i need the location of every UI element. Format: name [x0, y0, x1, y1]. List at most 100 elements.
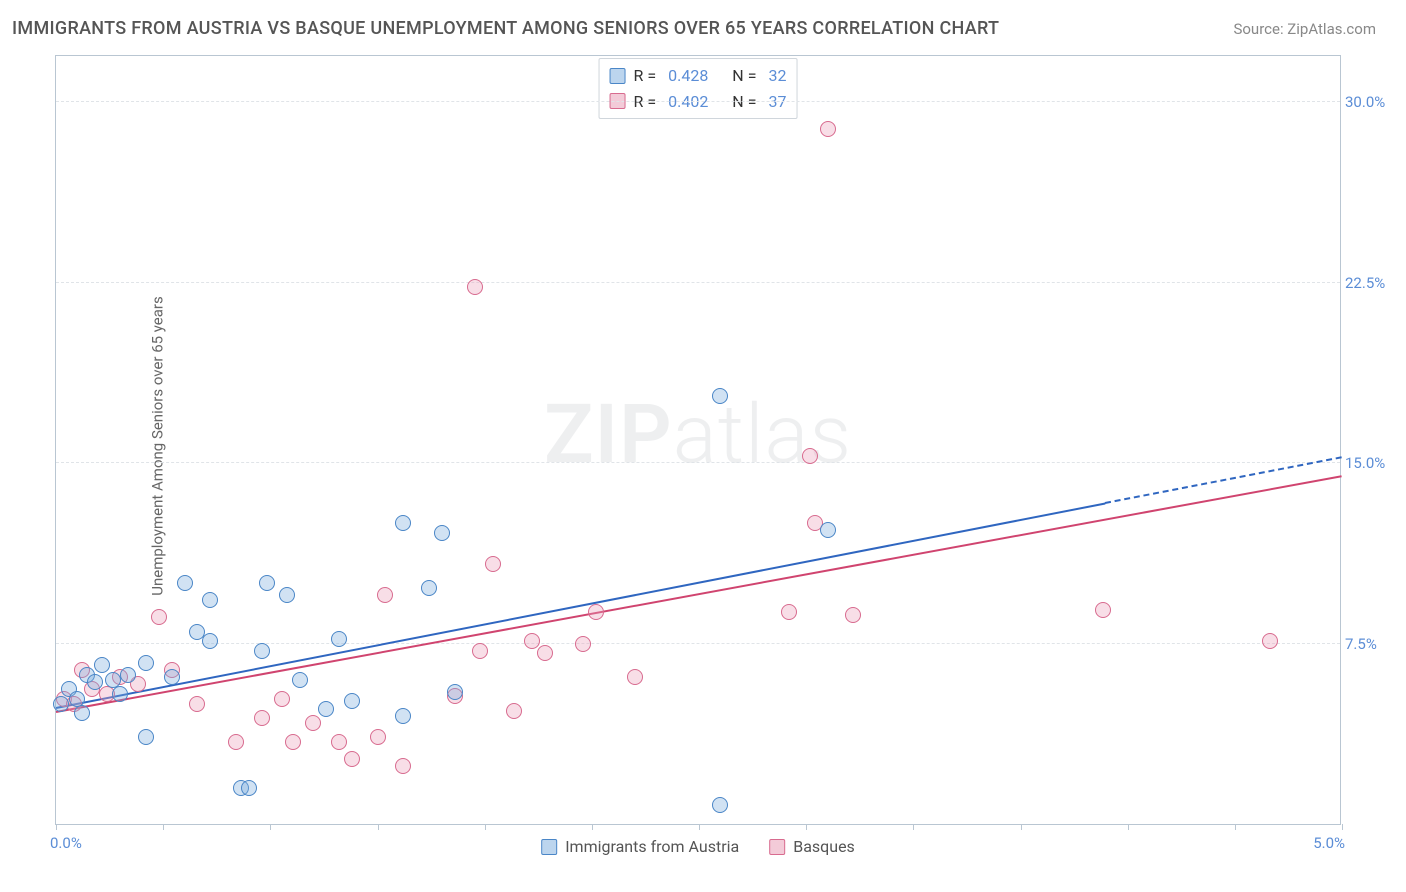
data-point-basques — [467, 279, 483, 295]
data-point-austria — [331, 631, 347, 647]
n-label: N = — [732, 63, 756, 89]
x-tick — [1128, 824, 1129, 830]
data-point-austria — [87, 674, 103, 690]
watermark: ZIPatlas — [544, 387, 852, 483]
data-point-basques — [254, 710, 270, 726]
plot-area: ZIPatlas R = 0.428 N = 32 R = 0.402 N = … — [55, 55, 1341, 825]
swatch-austria-icon — [610, 68, 626, 84]
data-point-austria — [202, 592, 218, 608]
data-point-basques — [472, 643, 488, 659]
trendline — [56, 476, 1342, 714]
data-point-basques — [820, 121, 836, 137]
data-point-austria — [820, 522, 836, 538]
series-label-basques: Basques — [793, 837, 855, 856]
x-tick — [806, 824, 807, 830]
data-point-basques — [344, 751, 360, 767]
swatch-austria-icon — [541, 839, 557, 855]
data-point-basques — [627, 669, 643, 685]
data-point-austria — [447, 684, 463, 700]
watermark-bold: ZIP — [544, 387, 673, 483]
chart-title: IMMIGRANTS FROM AUSTRIA VS BASQUE UNEMPL… — [12, 18, 999, 39]
x-tick — [270, 824, 271, 830]
r-label: R = — [634, 63, 657, 89]
data-point-basques — [228, 734, 244, 750]
data-point-basques — [506, 703, 522, 719]
data-point-austria — [259, 575, 275, 591]
y-tick-label: 22.5% — [1345, 274, 1400, 292]
data-point-basques — [395, 758, 411, 774]
legend-item-basques: Basques — [769, 837, 855, 856]
x-tick — [699, 824, 700, 830]
data-point-austria — [434, 525, 450, 541]
data-point-austria — [74, 705, 90, 721]
data-point-basques — [575, 636, 591, 652]
x-tick — [913, 824, 914, 830]
legend-row-austria: R = 0.428 N = 32 — [610, 63, 787, 89]
r-value-austria: 0.428 — [668, 63, 708, 89]
data-point-basques — [588, 604, 604, 620]
x-tick — [485, 824, 486, 830]
data-point-basques — [370, 729, 386, 745]
data-point-austria — [53, 696, 69, 712]
data-point-austria — [344, 693, 360, 709]
data-point-austria — [318, 701, 334, 717]
data-point-basques — [845, 607, 861, 623]
data-point-basques — [524, 633, 540, 649]
data-point-austria — [395, 515, 411, 531]
x-tick — [56, 824, 57, 830]
x-tick — [163, 824, 164, 830]
data-point-basques — [1095, 602, 1111, 618]
data-point-basques — [537, 645, 553, 661]
x-origin-label: 0.0% — [50, 834, 82, 852]
data-point-austria — [292, 672, 308, 688]
gridline — [56, 101, 1340, 102]
series-label-austria: Immigrants from Austria — [565, 837, 739, 856]
data-point-basques — [189, 696, 205, 712]
legend-item-austria: Immigrants from Austria — [541, 837, 739, 856]
data-point-austria — [112, 686, 128, 702]
data-point-austria — [279, 587, 295, 603]
swatch-basques-icon — [769, 839, 785, 855]
data-point-basques — [1262, 633, 1278, 649]
y-tick-label: 15.0% — [1345, 454, 1400, 472]
x-tick — [592, 824, 593, 830]
data-point-basques — [331, 734, 347, 750]
y-tick-label: 7.5% — [1345, 635, 1400, 653]
data-point-basques — [781, 604, 797, 620]
data-point-austria — [254, 643, 270, 659]
watermark-light: atlas — [673, 387, 852, 483]
data-point-basques — [285, 734, 301, 750]
data-point-austria — [421, 580, 437, 596]
data-point-austria — [164, 669, 180, 685]
x-tick — [1021, 824, 1022, 830]
data-point-austria — [138, 655, 154, 671]
data-point-basques — [151, 609, 167, 625]
chart-container: IMMIGRANTS FROM AUSTRIA VS BASQUE UNEMPL… — [0, 0, 1406, 892]
n-value-austria: 32 — [768, 63, 786, 89]
source-label: Source: ZipAtlas.com — [1233, 20, 1376, 38]
data-point-austria — [120, 667, 136, 683]
data-point-austria — [202, 633, 218, 649]
data-point-austria — [94, 657, 110, 673]
data-point-austria — [712, 388, 728, 404]
data-point-austria — [138, 729, 154, 745]
legend-correlation: R = 0.428 N = 32 R = 0.402 N = 37 — [599, 58, 798, 119]
y-tick-label: 30.0% — [1345, 93, 1400, 111]
legend-series: Immigrants from Austria Basques — [541, 837, 855, 856]
data-point-basques — [305, 715, 321, 731]
data-point-basques — [485, 556, 501, 572]
x-tick — [378, 824, 379, 830]
data-point-austria — [241, 780, 257, 796]
x-end-label: 5.0% — [1313, 834, 1345, 852]
data-point-austria — [177, 575, 193, 591]
x-tick — [1235, 824, 1236, 830]
data-point-austria — [712, 797, 728, 813]
x-tick — [1342, 824, 1343, 830]
data-point-austria — [395, 708, 411, 724]
gridline — [56, 643, 1340, 644]
gridline — [56, 282, 1340, 283]
data-point-basques — [274, 691, 290, 707]
gridline — [56, 462, 1340, 463]
data-point-basques — [802, 448, 818, 464]
data-point-basques — [377, 587, 393, 603]
